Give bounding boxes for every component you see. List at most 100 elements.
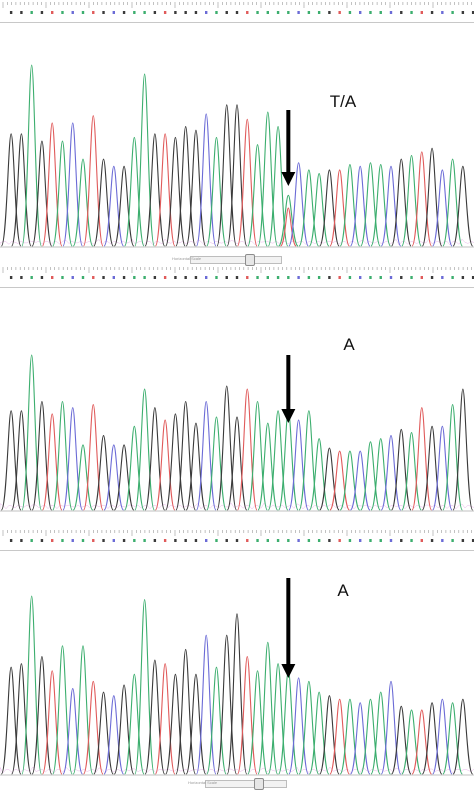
- base-call-mark: [92, 539, 95, 542]
- peak-g: [421, 425, 443, 511]
- variant-arrow-head: [281, 409, 296, 423]
- base-call-mark: [287, 276, 290, 279]
- peak-a: [247, 144, 268, 247]
- base-call-mark: [143, 276, 146, 279]
- base-call-mark: [441, 276, 444, 279]
- peak-g: [390, 705, 412, 775]
- base-position-ruler: [2, 2, 474, 14]
- base-call-mark: [40, 539, 44, 542]
- peak-g: [0, 410, 22, 511]
- base-position-ruler: [2, 267, 474, 279]
- base-call-mark: [359, 11, 362, 14]
- base-call-mark: [112, 11, 115, 14]
- base-call-mark: [102, 11, 105, 14]
- peak-a: [257, 422, 279, 511]
- base-call-mark: [307, 539, 311, 542]
- base-call-mark: [256, 276, 259, 279]
- peak-a: [124, 673, 145, 775]
- peak-t: [82, 680, 104, 775]
- horizontal-scale-slider[interactable]: [190, 254, 282, 266]
- base-call-mark: [389, 276, 393, 279]
- slider-thumb[interactable]: [245, 254, 255, 266]
- peak-g: [421, 702, 443, 775]
- horizontal-scale-slider[interactable]: [205, 778, 287, 790]
- base-call-mark: [328, 276, 331, 279]
- base-call-mark: [266, 276, 269, 279]
- peak-a: [247, 670, 268, 775]
- base-call-mark: [61, 276, 64, 279]
- base-call-mark: [348, 276, 352, 279]
- peak-g: [31, 400, 53, 511]
- trace-plot: [0, 354, 474, 512]
- peak-g: [390, 158, 412, 247]
- peak-c: [380, 680, 402, 775]
- peak-a: [72, 158, 94, 247]
- base-call-mark: [410, 539, 413, 542]
- variant-marker-label: A: [337, 581, 349, 600]
- peak-c: [103, 165, 125, 247]
- base-call-mark: [246, 539, 249, 542]
- peak-a: [308, 173, 330, 247]
- base-call-mark: [122, 276, 126, 279]
- peak-a: [267, 410, 289, 511]
- peak-t: [411, 407, 433, 511]
- peak-a: [370, 438, 392, 511]
- base-call-mark: [266, 539, 269, 542]
- peak-g: [93, 691, 114, 775]
- base-call-mark: [215, 11, 218, 14]
- base-call-mark: [30, 276, 33, 279]
- peak-t: [41, 122, 63, 247]
- base-call-mark: [184, 11, 187, 14]
- base-call-mark: [471, 539, 474, 542]
- peak-c: [103, 444, 125, 511]
- peak-a: [267, 125, 289, 247]
- peak-c: [62, 688, 84, 775]
- peak-g: [165, 413, 186, 511]
- horizontal-scale-caption: Horizontal Scale: [172, 256, 202, 261]
- base-call-mark: [215, 539, 218, 542]
- variant-marker-label: A: [343, 335, 355, 354]
- peak-a: [134, 599, 155, 775]
- base-call-mark: [420, 539, 423, 542]
- peak-a: [308, 691, 330, 775]
- peak-a: [206, 666, 227, 775]
- peak-a: [370, 691, 392, 775]
- slider-thumb[interactable]: [254, 778, 264, 790]
- base-call-mark: [122, 539, 126, 542]
- peak-t: [411, 151, 433, 247]
- base-call-mark: [163, 276, 167, 279]
- base-call-mark: [20, 11, 23, 14]
- base-call-mark: [389, 539, 393, 542]
- peak-a: [339, 163, 361, 247]
- base-call-mark: [20, 539, 23, 542]
- ruler-divider: [0, 287, 474, 288]
- base-call-mark: [163, 11, 167, 14]
- peak-a: [267, 663, 289, 775]
- peak-c: [103, 695, 125, 775]
- peak-t: [154, 133, 176, 247]
- base-call-mark: [235, 11, 239, 14]
- peak-c: [432, 698, 453, 775]
- peak-g: [11, 410, 32, 511]
- base-call-mark: [205, 539, 208, 542]
- base-call-mark: [400, 276, 403, 279]
- peak-a: [278, 194, 299, 247]
- peak-a: [298, 680, 320, 775]
- base-call-mark: [174, 11, 177, 14]
- base-call-mark: [153, 11, 157, 14]
- base-call-mark: [81, 11, 85, 14]
- base-call-mark: [9, 276, 13, 279]
- base-call-mark: [225, 276, 228, 279]
- peak-g: [452, 165, 474, 247]
- base-call-mark: [348, 11, 352, 14]
- base-call-mark: [194, 539, 198, 542]
- base-position-ruler: [2, 530, 474, 542]
- base-call-mark: [246, 11, 249, 14]
- base-call-mark: [379, 11, 382, 14]
- peak-a: [401, 154, 422, 247]
- peak-a: [298, 169, 320, 247]
- ruler-divider: [0, 22, 474, 23]
- peak-c: [195, 400, 217, 511]
- base-call-mark: [410, 11, 413, 14]
- base-call-mark: [400, 539, 403, 542]
